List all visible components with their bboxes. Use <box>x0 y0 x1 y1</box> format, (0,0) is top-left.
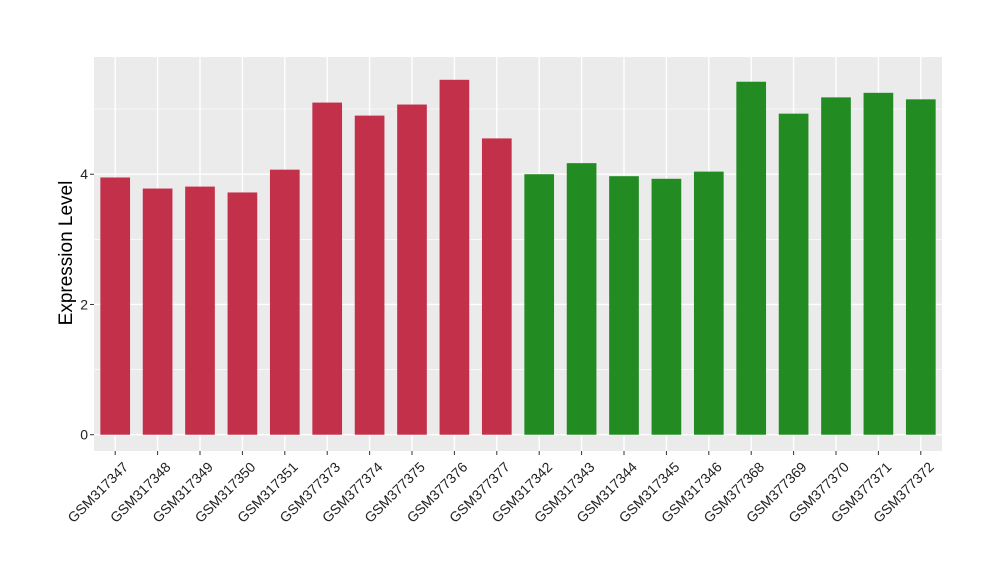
bar <box>863 92 894 435</box>
bar <box>142 188 173 435</box>
y-tick-label: 4 <box>80 166 88 182</box>
bar <box>227 192 258 435</box>
y-axis: 0 2 4 <box>80 166 94 443</box>
bar <box>821 97 851 435</box>
bar <box>566 163 597 435</box>
y-tick-label: 0 <box>80 427 88 443</box>
bars <box>100 79 936 435</box>
bar <box>354 115 385 435</box>
bar <box>185 186 215 435</box>
bar <box>609 176 639 435</box>
bar <box>100 177 131 435</box>
bar <box>778 113 809 435</box>
y-tick-label: 2 <box>80 296 88 312</box>
bar <box>651 178 682 435</box>
bar <box>481 138 512 435</box>
bar <box>312 102 343 435</box>
bar <box>693 171 724 435</box>
bar <box>524 174 555 435</box>
bar <box>736 81 767 435</box>
x-axis: GSM317347GSM317348GSM317349GSM317350GSM3… <box>64 451 937 526</box>
y-axis-label: Expression Level <box>56 181 77 326</box>
plot-panel <box>94 57 942 451</box>
bar <box>905 99 936 435</box>
bar <box>439 79 470 435</box>
bar <box>269 169 300 435</box>
bar <box>397 104 427 435</box>
